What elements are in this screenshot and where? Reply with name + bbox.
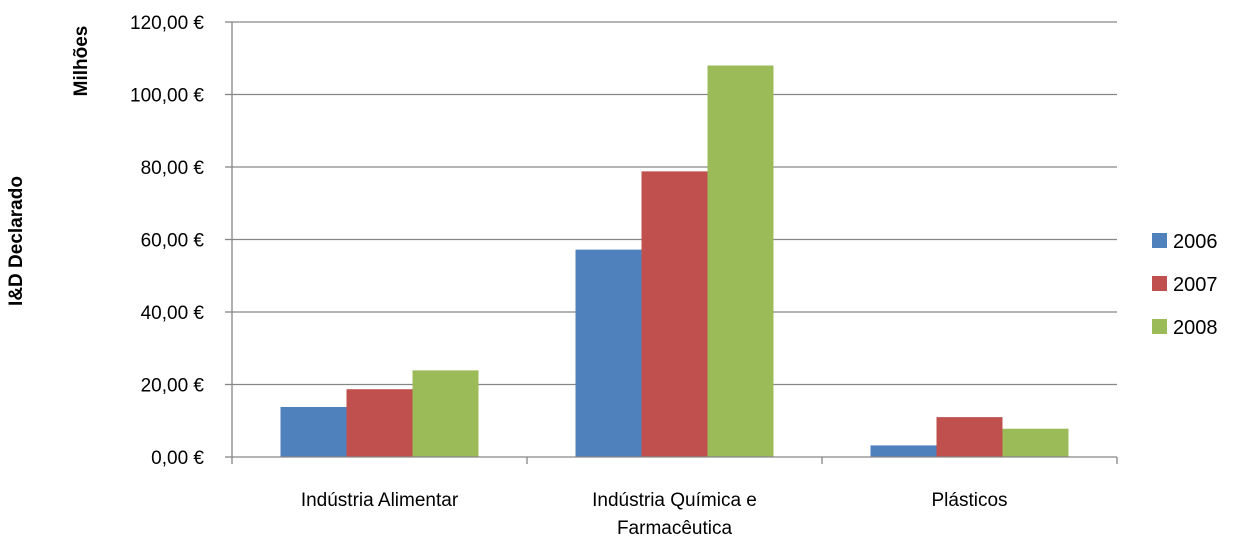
y-axis-title: I&D Declarado (6, 176, 27, 306)
legend-label-2007: 2007 (1173, 274, 1218, 296)
legend-swatch-2008 (1152, 319, 1167, 334)
y-unit-label: Milhões (71, 26, 92, 97)
y-tick-label: 80,00 € (141, 158, 205, 179)
y-tick-label: 0,00 € (151, 448, 204, 469)
legend-swatch-2006 (1152, 233, 1167, 248)
bar-2008-1 (708, 66, 774, 458)
x-category-label: Indústria Química e Farmacêutica (592, 490, 757, 539)
bar-2008-0 (413, 370, 479, 457)
bar-2007-2 (937, 417, 1003, 457)
legend: 2006 2007 2008 (1152, 231, 1218, 339)
bars (281, 66, 1069, 458)
bar-2006-2 (871, 445, 937, 457)
x-category-label: Plásticos (931, 490, 1007, 511)
y-tick-label: 40,00 € (141, 303, 205, 324)
legend-label-2008: 2008 (1173, 317, 1218, 339)
y-tick-label: 100,00 € (130, 86, 204, 107)
bar-2006-0 (281, 407, 347, 457)
y-tick-label: 120,00 € (130, 13, 204, 34)
bar-2007-1 (642, 171, 708, 457)
bar-2007-0 (347, 389, 413, 457)
bar-2006-1 (576, 250, 642, 457)
x-category-label: Indústria Alimentar (301, 490, 459, 511)
bar-2008-2 (1003, 429, 1069, 457)
legend-swatch-2007 (1152, 276, 1167, 291)
y-tick-label: 60,00 € (141, 231, 205, 252)
y-tick-labels: 0,00 € 20,00 € 40,00 € 60,00 € 80,00 € 100,00… (130, 13, 204, 469)
legend-label-2006: 2006 (1173, 231, 1218, 253)
x-category-labels: Indústria Alimentar Indústria Química e Fa… (301, 490, 1008, 539)
y-tick-label: 20,00 € (141, 376, 205, 397)
